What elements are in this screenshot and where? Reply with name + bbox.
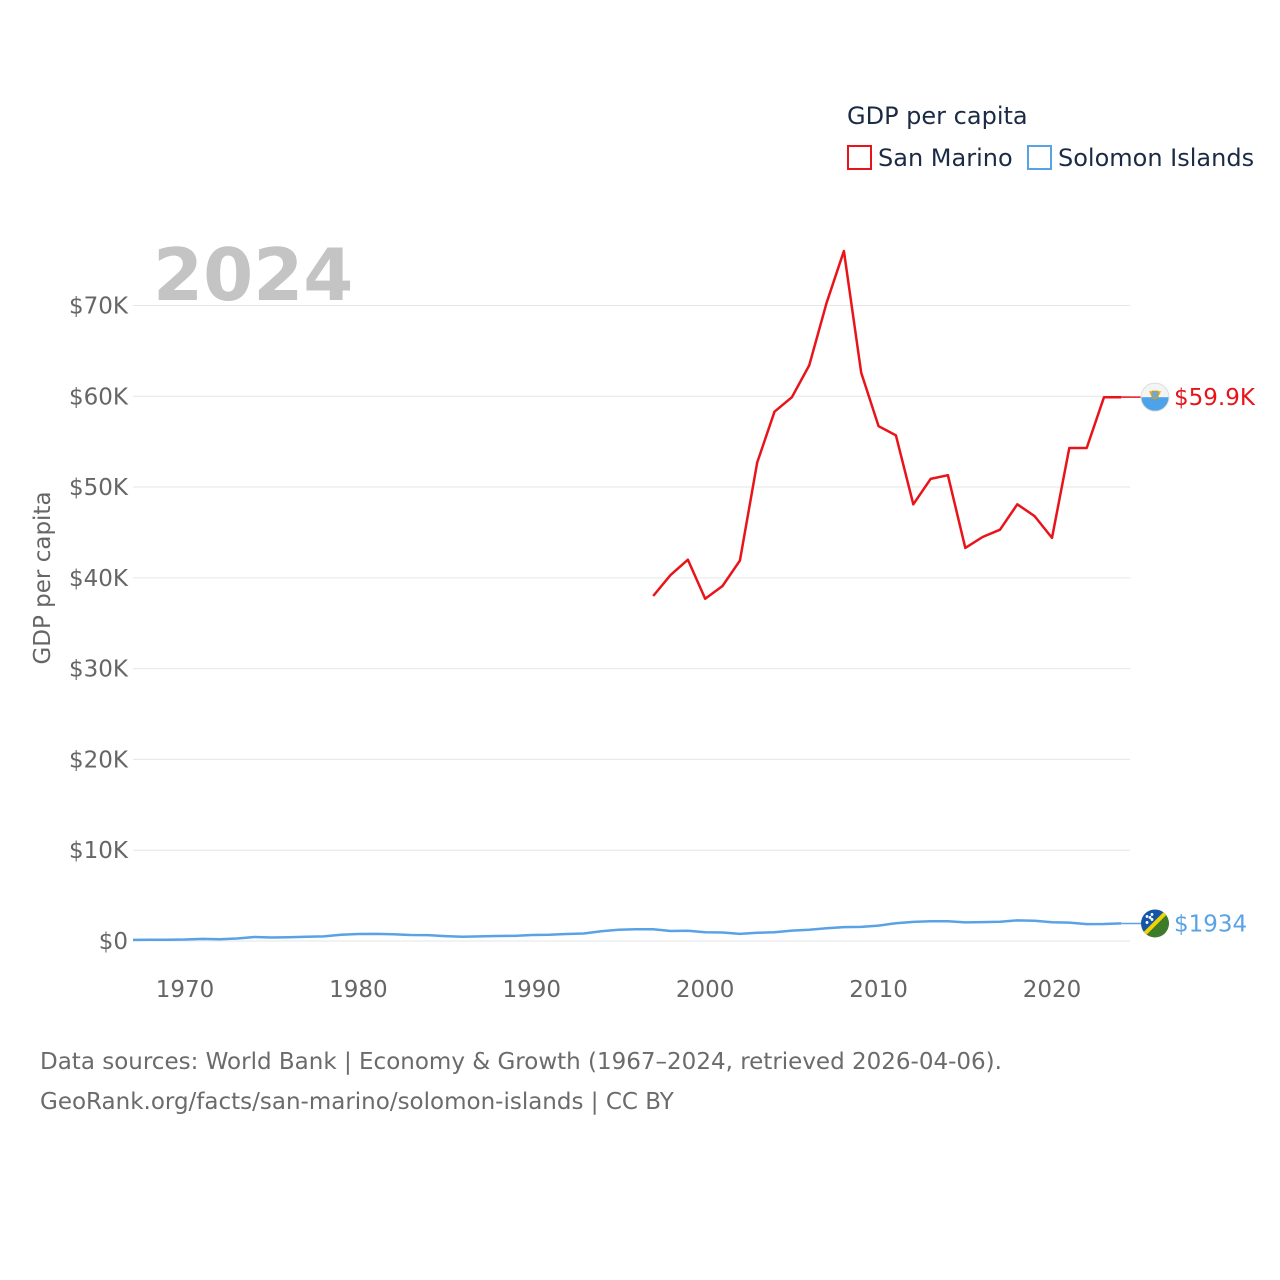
x-axis-ticks: 1970 1980 1990 2000 2010 2020 bbox=[156, 977, 1082, 1003]
y-tick-label: $70K bbox=[69, 293, 129, 319]
x-tick-label: 2000 bbox=[676, 977, 735, 1003]
grid-lines bbox=[133, 304, 1130, 942]
y-tick-label: $60K bbox=[69, 384, 129, 410]
legend-swatch-solomon-islands bbox=[1027, 145, 1052, 170]
x-tick-label: 2020 bbox=[1023, 977, 1082, 1003]
y-tick-label: $0 bbox=[99, 929, 128, 955]
legend-title: GDP per capita bbox=[847, 102, 1028, 130]
data-source-note: Data sources: World Bank | Economy & Gro… bbox=[40, 1042, 1002, 1122]
x-tick-label: 1980 bbox=[329, 977, 388, 1003]
x-tick-label: 2010 bbox=[849, 977, 908, 1003]
year-label: 2024 bbox=[153, 233, 353, 317]
solomon-islands-flag-icon bbox=[1141, 909, 1169, 938]
legend-label-solomon-islands[interactable]: Solomon Islands bbox=[1058, 144, 1254, 172]
y-axis-ticks: $0 $10K $20K $30K $40K $50K $60K $70K bbox=[69, 293, 129, 955]
legend: GDP per capita San Marino Solomon Island… bbox=[847, 102, 1254, 172]
y-tick-label: $10K bbox=[69, 838, 129, 864]
source-link[interactable]: GeoRank.org/facts/san-marino/solomon-isl… bbox=[40, 1089, 674, 1115]
y-axis-label: GDP per capita bbox=[30, 491, 56, 664]
san-marino-end-label: $59.9K bbox=[1174, 385, 1256, 411]
legend-swatch-san-marino bbox=[847, 145, 872, 170]
legend-label-san-marino[interactable]: San Marino bbox=[878, 144, 1013, 172]
y-tick-label: $30K bbox=[69, 657, 129, 683]
series-line-solomon-islands bbox=[132, 919, 1122, 942]
series-line-san-marino bbox=[652, 249, 1122, 600]
y-tick-label: $50K bbox=[69, 475, 129, 501]
solomon-islands-end-label: $1934 bbox=[1174, 911, 1247, 937]
series-lines bbox=[132, 249, 1141, 942]
x-tick-label: 1970 bbox=[156, 977, 215, 1003]
san-marino-flag-icon bbox=[1140, 382, 1170, 412]
x-tick-label: 1990 bbox=[503, 977, 562, 1003]
y-tick-label: $40K bbox=[69, 566, 129, 592]
source-line: Data sources: World Bank | Economy & Gro… bbox=[40, 1049, 1002, 1075]
y-tick-label: $20K bbox=[69, 747, 129, 773]
